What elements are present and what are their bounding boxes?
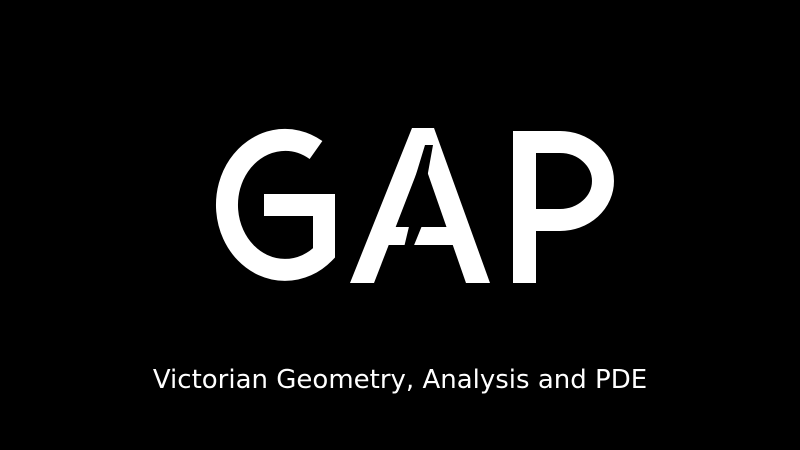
logo-letter-p-stem [513, 131, 536, 283]
logo-letter-a-right-leg [412, 128, 490, 283]
logo-letter-a-crossbar [381, 227, 466, 245]
logo-letter-a-gap [401, 145, 433, 260]
logo-letter-p-bowl [524, 131, 614, 231]
tagline: Victorian Geometry, Analysis and PDE [152, 365, 648, 395]
logo-letter-a-left-leg [350, 128, 434, 283]
logo-letter-g [216, 128, 335, 281]
